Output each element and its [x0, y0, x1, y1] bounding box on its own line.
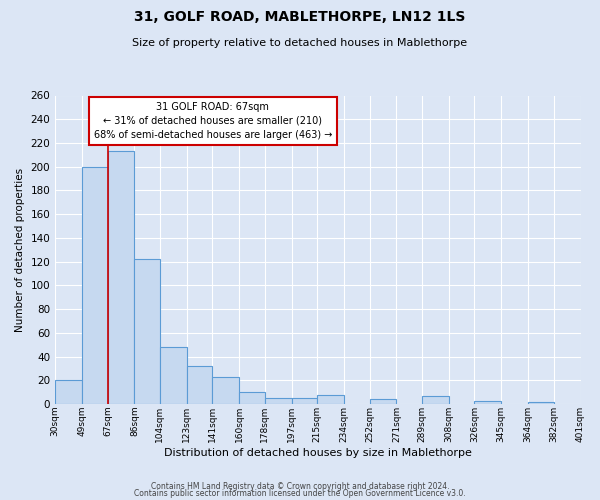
Bar: [212, 377, 239, 404]
X-axis label: Distribution of detached houses by size in Mablethorpe: Distribution of detached houses by size …: [164, 448, 472, 458]
Bar: [239, 392, 265, 404]
Bar: [370, 400, 397, 404]
Text: 31 GOLF ROAD: 67sqm
← 31% of detached houses are smaller (210)
68% of semi-detac: 31 GOLF ROAD: 67sqm ← 31% of detached ho…: [94, 102, 332, 140]
Bar: [82, 166, 107, 404]
Bar: [107, 152, 134, 404]
Text: 31, GOLF ROAD, MABLETHORPE, LN12 1LS: 31, GOLF ROAD, MABLETHORPE, LN12 1LS: [134, 10, 466, 24]
Bar: [422, 396, 449, 404]
Bar: [187, 366, 212, 404]
Bar: [160, 347, 187, 404]
Bar: [134, 260, 160, 404]
Text: Contains public sector information licensed under the Open Government Licence v3: Contains public sector information licen…: [134, 489, 466, 498]
Text: Contains HM Land Registry data © Crown copyright and database right 2024.: Contains HM Land Registry data © Crown c…: [151, 482, 449, 491]
Bar: [292, 398, 317, 404]
Bar: [55, 380, 82, 404]
Bar: [265, 398, 292, 404]
Bar: [475, 400, 501, 404]
Y-axis label: Number of detached properties: Number of detached properties: [15, 168, 25, 332]
Bar: [317, 394, 344, 404]
Text: Size of property relative to detached houses in Mablethorpe: Size of property relative to detached ho…: [133, 38, 467, 48]
Bar: [528, 402, 554, 404]
